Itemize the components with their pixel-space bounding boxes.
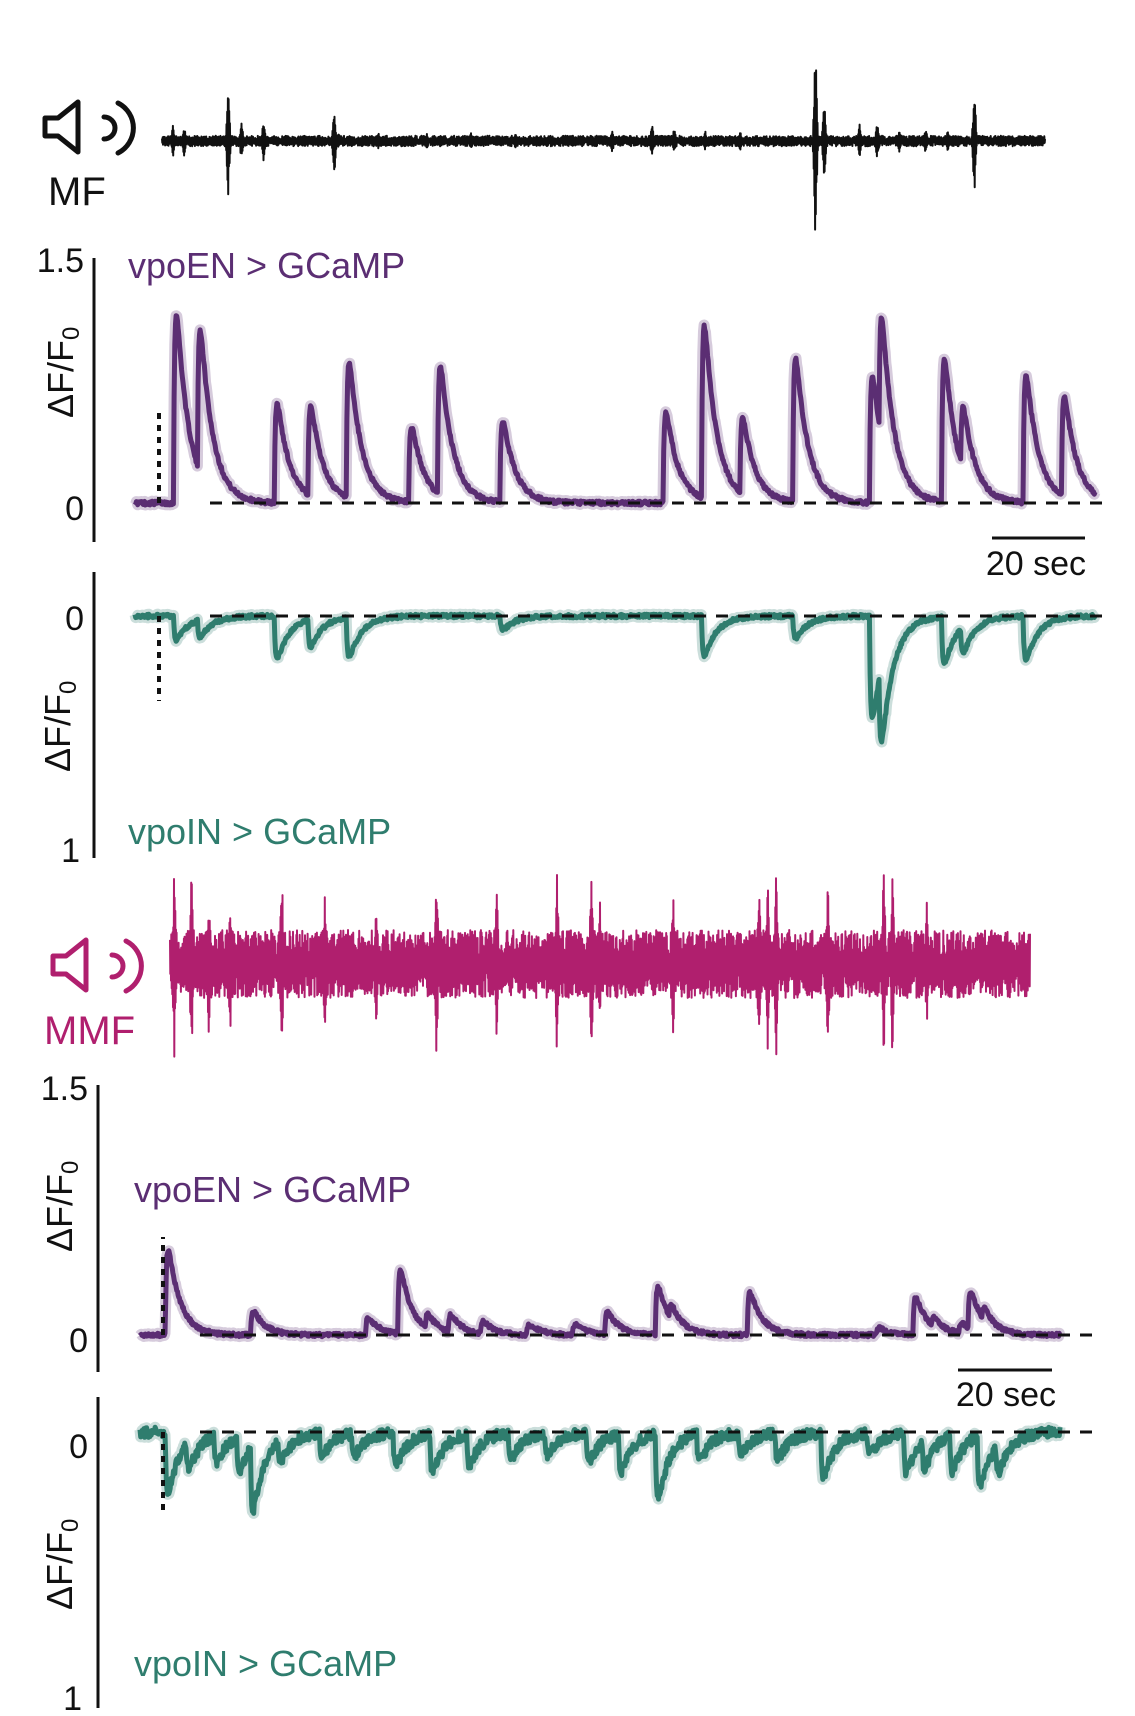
- y-tick-bottom: 1: [61, 832, 80, 870]
- y-axis-label-main: ΔF/F: [39, 1532, 80, 1610]
- y-axis-label: ΔF/F0: [37, 681, 82, 772]
- waveform-line: [161, 69, 1046, 231]
- mf-waveform: [161, 69, 1046, 231]
- panel-mmf-vpoEN: 1.5 0 ΔF/F0 vpoEN > GCaMP 20 sec: [39, 1070, 1095, 1414]
- panel-title: vpoEN > GCaMP: [128, 245, 405, 286]
- speaker-icon: [42, 99, 81, 155]
- panel-title: vpoEN > GCaMP: [134, 1169, 411, 1210]
- time-scale-bar: 20 sec: [986, 536, 1086, 583]
- y-tick-zero: 0: [65, 600, 84, 638]
- y-tick-zero: 0: [65, 490, 84, 528]
- mmf-stimulus: MMF: [44, 874, 1031, 1058]
- sound-waves-icon: [101, 100, 136, 156]
- y-axis-label-sub: 0: [57, 1161, 84, 1174]
- panel-title: vpoIN > GCaMP: [134, 1643, 397, 1684]
- trace-sem-band: [129, 608, 1100, 748]
- calcium-trace: [135, 1237, 1095, 1343]
- mmf-waveform: [169, 874, 1031, 1058]
- calcium-trace: [134, 1421, 1095, 1519]
- y-axis-label-sub: 0: [58, 327, 85, 340]
- panel-mmf-vpoIN: 0 1 ΔF/F0 vpoIN > GCaMP: [39, 1397, 1095, 1716]
- time-scale-bar: 20 sec: [956, 1368, 1056, 1414]
- panel-mf-vpoEN: 1.5 0 ΔF/F0 vpoEN > GCaMP 20 sec: [37, 242, 1105, 583]
- y-tick-zero: 0: [69, 1322, 88, 1360]
- y-tick-zero: 0: [69, 1428, 88, 1466]
- sound-waves-icon: [109, 938, 144, 994]
- calcium-trace: [129, 608, 1105, 748]
- y-tick-bottom: 1: [63, 1680, 82, 1716]
- y-tick-top: 1.5: [37, 242, 84, 280]
- trace-line: [132, 611, 1098, 745]
- mmf-label: MMF: [44, 1009, 135, 1053]
- waveform-line: [169, 874, 1031, 1058]
- panel-title: vpoIN > GCaMP: [128, 811, 391, 852]
- scale-bar-label: 20 sec: [956, 1376, 1056, 1414]
- y-axis-label-sub: 0: [55, 681, 82, 694]
- mf-stimulus: MF: [42, 69, 1046, 231]
- y-tick-top: 1.5: [41, 1070, 88, 1108]
- panel-mf-vpoIN: 0 1 ΔF/F0 vpoIN > GCaMP: [37, 572, 1105, 870]
- calcium-trace: [130, 310, 1105, 511]
- speaker-icon: [50, 937, 89, 993]
- y-axis-label: ΔF/F0: [40, 327, 85, 418]
- y-axis-label: ΔF/F0: [39, 1519, 84, 1610]
- y-axis-label-main: ΔF/F: [39, 1174, 80, 1252]
- y-axis-label-main: ΔF/F: [40, 340, 81, 418]
- y-axis-label-sub: 0: [57, 1519, 84, 1532]
- y-axis-label: ΔF/F0: [39, 1161, 84, 1252]
- y-axis-label-main: ΔF/F: [37, 694, 78, 772]
- scale-bar-label: 20 sec: [986, 545, 1086, 583]
- mf-label: MF: [48, 170, 106, 214]
- trace-sem-band: [135, 1245, 1066, 1343]
- trace-line: [137, 1424, 1063, 1516]
